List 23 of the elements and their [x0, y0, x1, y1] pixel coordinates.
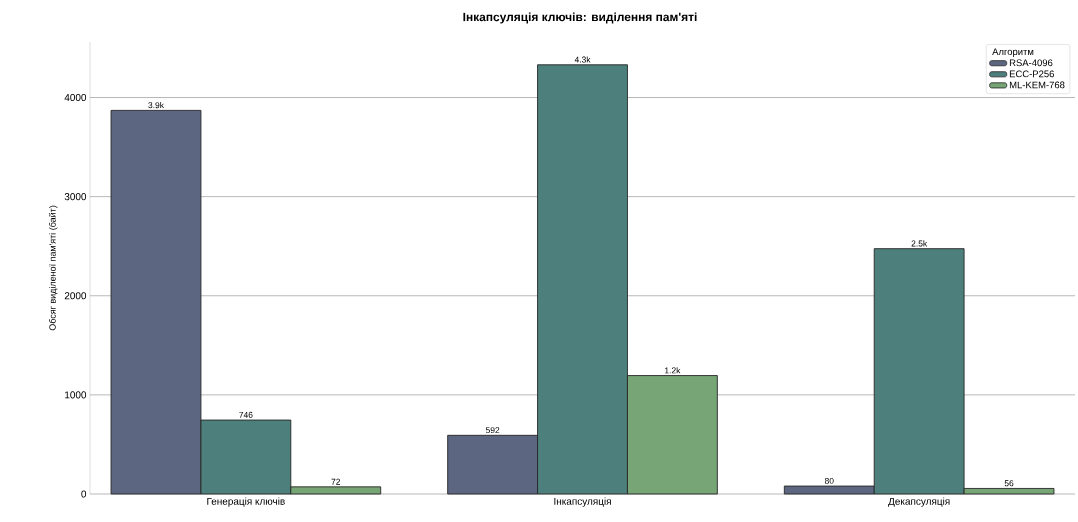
y-tick-label: 1000 [65, 391, 87, 399]
data-label: 80 [824, 477, 834, 484]
data-label: 4.3k [574, 56, 591, 63]
data-label: 592 [485, 427, 500, 434]
legend-label: ML-KEM-768 [1009, 81, 1065, 89]
y-axis-title: Обсяг виділеної пам'яті (байт) [48, 205, 58, 331]
x-tick-label: Генерація ключів [207, 497, 285, 507]
data-label: 1.2k [665, 367, 681, 374]
x-tick-label: Декапсуляція [888, 497, 950, 507]
chart-title: Інкапсуляція ключів: виділення пам'яті [463, 12, 697, 24]
y-tick-label: 0 [81, 490, 87, 498]
legend-label: RSA-4096 [1009, 59, 1053, 67]
y-tick-label: 3000 [64, 193, 87, 201]
y-tick-label: 4000 [64, 93, 87, 102]
data-label: 746 [239, 411, 253, 418]
legend-label: ECC-P256 [1009, 70, 1054, 78]
data-label: 56 [1004, 480, 1014, 487]
y-tick-label: 2000 [64, 292, 87, 300]
x-tick-label: Інкапсуляція [554, 497, 611, 507]
data-label: 72 [331, 478, 341, 485]
data-label: 2.5k [911, 240, 928, 247]
data-label: 3.9k [148, 101, 164, 109]
legend-title: Алгоритм [992, 48, 1034, 57]
